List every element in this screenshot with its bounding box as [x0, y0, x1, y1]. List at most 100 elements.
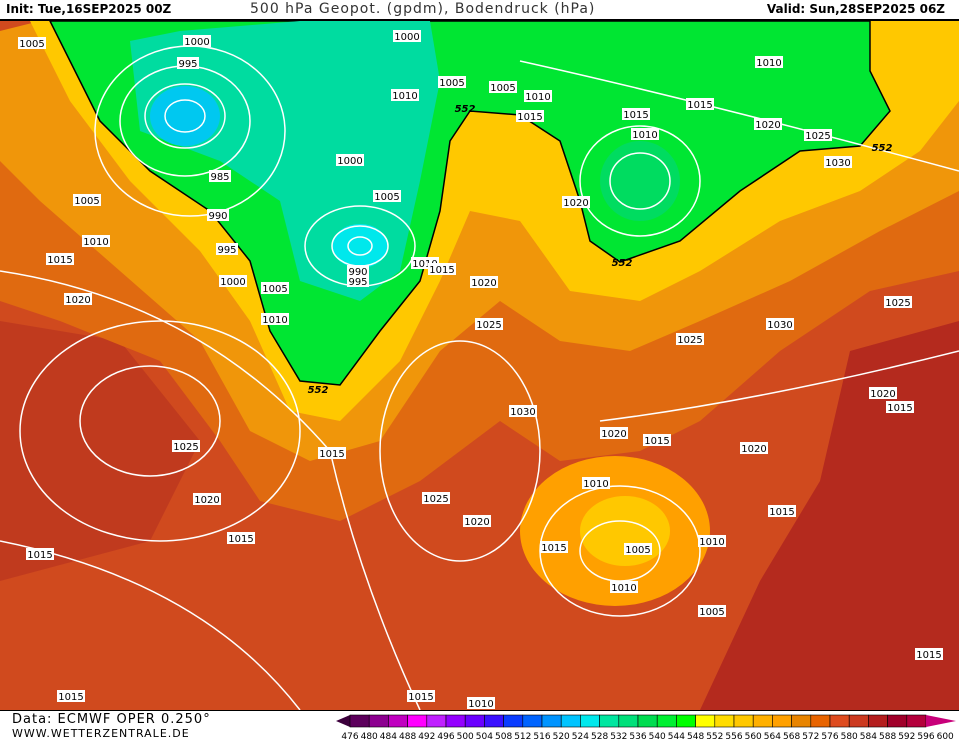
isobar-label: 1015: [686, 98, 714, 111]
isobar-label: 1015: [46, 253, 74, 266]
svg-text:1020: 1020: [471, 278, 496, 289]
legend-arrow-below: [336, 715, 350, 727]
svg-text:1030: 1030: [510, 407, 535, 418]
svg-text:1020: 1020: [563, 198, 588, 209]
svg-text:1010: 1010: [392, 91, 417, 102]
svg-text:1015: 1015: [623, 110, 648, 121]
isobar-label: 1020: [869, 387, 897, 400]
svg-text:1020: 1020: [194, 495, 219, 506]
isobar-label: 1010: [82, 235, 110, 248]
svg-text:1020: 1020: [741, 444, 766, 455]
isobar-label: 995: [216, 243, 238, 256]
svg-text:1020: 1020: [601, 429, 626, 440]
svg-text:1000: 1000: [394, 32, 419, 43]
isobar-label: 1000: [219, 275, 247, 288]
legend-label: 580: [841, 732, 858, 741]
isobar-label: 1015: [516, 110, 544, 123]
isobar-label: 1010: [631, 128, 659, 141]
svg-text:1015: 1015: [887, 403, 912, 414]
isobar-label: 1015: [886, 401, 914, 414]
legend-swatch: [772, 714, 792, 728]
legend-label: 596: [917, 732, 934, 741]
legend-swatch: [484, 714, 504, 728]
svg-text:1020: 1020: [870, 389, 895, 400]
legend-swatch: [906, 714, 927, 728]
svg-text:1010: 1010: [468, 699, 493, 710]
legend-label: 540: [649, 732, 666, 741]
svg-text:1015: 1015: [541, 543, 566, 554]
legend-swatch: [868, 714, 888, 728]
legend-label: 568: [783, 732, 800, 741]
svg-text:995: 995: [217, 245, 236, 256]
svg-text:1025: 1025: [805, 131, 830, 142]
legend-label: 532: [610, 732, 627, 741]
legend-label: 548: [687, 732, 704, 741]
legend-label: 516: [533, 732, 550, 741]
legend-swatch: [599, 714, 620, 728]
svg-text:1015: 1015: [517, 112, 542, 123]
svg-text:1015: 1015: [687, 100, 712, 111]
legend-swatch: [445, 714, 466, 728]
isobar-label: 552: [308, 385, 329, 396]
red-zone-east: [700, 321, 959, 710]
legend-label: 556: [725, 732, 742, 741]
legend-label: 552: [706, 732, 723, 741]
init-time: Init: Tue,16SEP2025 00Z: [6, 2, 172, 16]
isobar-label: 1000: [393, 30, 421, 43]
svg-text:1010: 1010: [525, 92, 550, 103]
svg-text:1025: 1025: [677, 335, 702, 346]
legend-swatch: [676, 714, 696, 728]
isobar-label: 1015: [540, 541, 568, 554]
svg-text:1015: 1015: [58, 692, 83, 703]
legend-label: 488: [399, 732, 416, 741]
legend-swatch: [368, 714, 389, 728]
svg-text:1010: 1010: [699, 537, 724, 548]
svg-text:1030: 1030: [767, 320, 792, 331]
legend-swatch: [656, 714, 677, 728]
legend-label: 536: [629, 732, 646, 741]
isobar-label: 1020: [740, 442, 768, 455]
svg-text:985: 985: [210, 172, 229, 183]
legend-swatch: [848, 714, 869, 728]
legend-swatch: [810, 714, 831, 728]
isobar-label: 1015: [643, 434, 671, 447]
isobar-label: 1015: [428, 263, 456, 276]
svg-text:1025: 1025: [173, 442, 198, 453]
legend-label: 576: [821, 732, 838, 741]
svg-text:1015: 1015: [429, 265, 454, 276]
legend-label: 496: [437, 732, 454, 741]
isobar-label: 1000: [183, 35, 211, 48]
isobar-label: 1030: [766, 318, 794, 331]
red-zone-west: [0, 321, 200, 581]
svg-text:1015: 1015: [408, 692, 433, 703]
svg-text:1030: 1030: [825, 158, 850, 169]
isobar-label: 1015: [768, 505, 796, 518]
legend-label: 520: [553, 732, 570, 741]
svg-text:1010: 1010: [412, 259, 437, 270]
isobar-label: 552: [872, 143, 893, 154]
isobar-label: 1005: [261, 282, 289, 295]
low-cyan-greenland: [150, 86, 220, 146]
legend-swatch: [714, 714, 735, 728]
isobar-label: 1005: [373, 190, 401, 203]
color-legend: 476 480 484 488 492 496 500 504 508 512 516 520 524 5…: [336, 714, 956, 741]
isobar-label: 1015: [227, 532, 255, 545]
legend-swatch: [464, 714, 485, 728]
isobar-label: 552: [612, 258, 633, 269]
isobar-label: 1025: [884, 296, 912, 309]
legend-swatch: [349, 714, 370, 728]
legend-swatch: [388, 714, 408, 728]
legend-label: 584: [860, 732, 877, 741]
legend-swatch: [829, 714, 850, 728]
svg-text:1000: 1000: [337, 156, 362, 167]
legend-swatch: [752, 714, 773, 728]
legend-swatch: [560, 714, 581, 728]
svg-text:990: 990: [348, 267, 367, 278]
legend-swatch: [522, 714, 543, 728]
isobar-label: 985: [209, 170, 231, 183]
isobar-label: 1010: [610, 581, 638, 594]
isobar-label: 1010: [391, 89, 419, 102]
isobar-label: 1005: [18, 37, 46, 50]
svg-text:1015: 1015: [644, 436, 669, 447]
isobar-label: 995: [347, 275, 369, 288]
